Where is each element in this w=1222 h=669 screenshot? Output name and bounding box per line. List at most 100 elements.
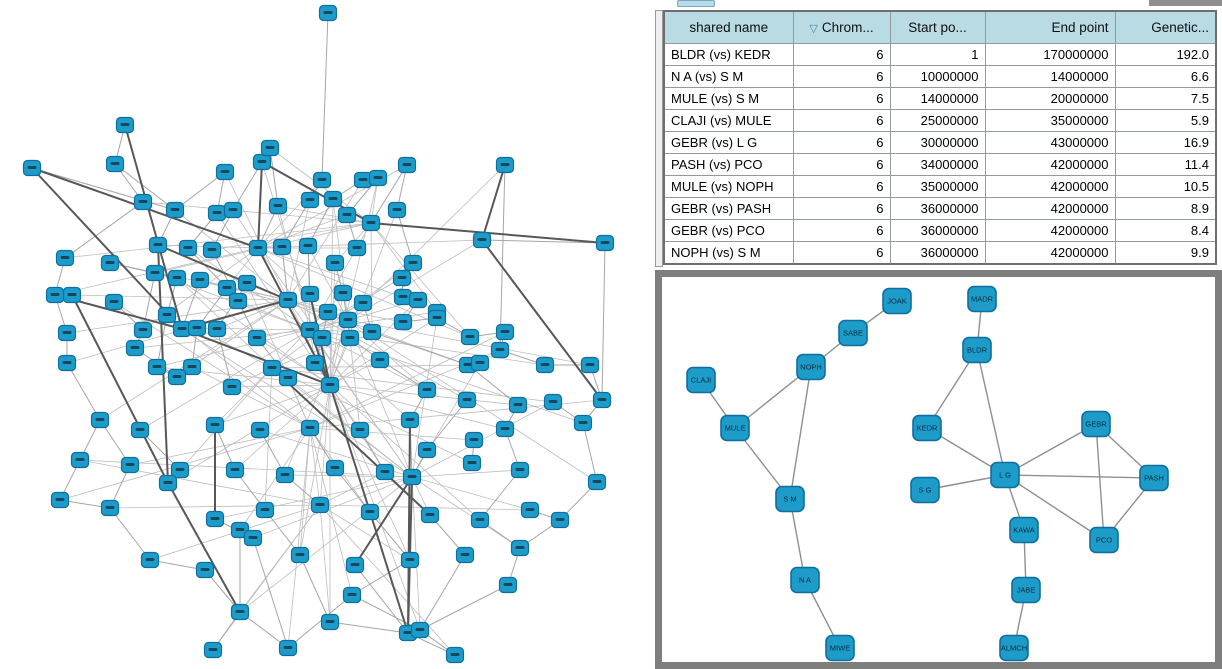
table-cell[interactable]: GEBR (vs) PCO [663,219,794,242]
table-row[interactable]: GEBR (vs) L G 6 30000000 43000000 16.9 [663,131,1217,154]
table-cell[interactable]: 6.6 [1114,65,1217,88]
graph-node-l-g[interactable] [990,461,1020,489]
table-cell[interactable]: 6 [792,197,891,220]
column-header-start-position[interactable]: Start po... [889,10,986,44]
table-cell[interactable]: 16.9 [1114,131,1217,154]
horizontal-scrollbar[interactable] [655,0,1222,7]
table-row[interactable]: PASH (vs) PCO 6 34000000 42000000 11.4 [663,153,1217,176]
table-cell[interactable]: BLDR (vs) KEDR [663,43,794,66]
table-cell[interactable]: 192.0 [1114,43,1217,66]
table-cell[interactable]: 6 [792,153,891,176]
table-cell[interactable]: 6 [792,131,891,154]
column-label: Chrom... [821,20,874,35]
table-row[interactable]: MULE (vs) NOPH 6 35000000 42000000 10.5 [663,175,1217,198]
column-header-end-point[interactable]: End point [984,10,1116,44]
network-edge [31,167,183,330]
table-cell[interactable]: 9.9 [1114,241,1217,265]
graph-node-joak[interactable] [882,287,912,315]
table-cell[interactable]: 30000000 [889,131,986,154]
node-label [352,246,362,249]
graph-node-noph[interactable] [796,353,826,381]
sub-network-canvas[interactable]: JOAK MADR SABE NOPH BLDR CLAJI MULE KEDR GEBR L G… [662,277,1215,662]
table-cell[interactable]: 14000000 [984,65,1116,88]
table-cell[interactable]: 35000000 [984,109,1116,132]
table-cell[interactable]: 35000000 [889,175,986,198]
table-cell[interactable]: 8.4 [1114,219,1217,242]
table-cell[interactable]: 6 [792,175,891,198]
table-cell[interactable]: 5.9 [1114,109,1217,132]
graph-node-s-m[interactable] [775,485,805,513]
table-row[interactable]: BLDR (vs) KEDR 6 1 170000000 192.0 [663,43,1217,66]
table-cell[interactable]: 8.9 [1114,197,1217,220]
graph-node-kawa[interactable] [1009,516,1039,544]
graph-node-bldr[interactable] [962,336,992,364]
column-header-shared-name[interactable]: shared name [663,10,794,44]
table-row[interactable]: GEBR (vs) PASH 6 36000000 42000000 8.9 [663,197,1217,220]
network-edge [411,476,531,511]
table-cell[interactable]: 43000000 [984,131,1116,154]
graph-node-claji[interactable] [686,366,716,394]
filter-funnel-icon[interactable]: ▽ [809,23,818,35]
table-row[interactable]: MULE (vs) S M 6 14000000 20000000 7.5 [663,87,1217,110]
table-cell[interactable]: 42000000 [984,219,1116,242]
graph-node-almch[interactable] [999,634,1029,662]
table-cell[interactable]: 36000000 [889,219,986,242]
table-cell[interactable]: 10.5 [1114,175,1217,198]
table-cell[interactable]: 6 [792,109,891,132]
table-cell[interactable]: 36000000 [889,241,986,265]
table-cell[interactable]: 6 [792,65,891,88]
graph-node-gebr[interactable] [1081,410,1111,438]
table-cell[interactable]: 170000000 [984,43,1116,66]
table-cell[interactable]: 36000000 [889,197,986,220]
table-cell[interactable]: GEBR (vs) L G [663,131,794,154]
table-cell[interactable]: MULE (vs) S M [663,87,794,110]
graph-node-madr[interactable] [967,285,997,313]
large-network-canvas[interactable] [0,0,650,669]
graph-node-pco[interactable] [1089,526,1119,554]
graph-node-jabe[interactable] [1011,576,1041,604]
table-cell[interactable]: 20000000 [984,87,1116,110]
node-label [283,376,293,379]
graph-node-miwe[interactable] [825,634,855,662]
table-cell[interactable]: 14000000 [889,87,986,110]
table-cell[interactable]: NOPH (vs) S M [663,241,794,265]
scrollbar-thumb[interactable] [677,0,715,7]
table-cell[interactable]: 42000000 [984,175,1116,198]
table-cell[interactable]: 42000000 [984,153,1116,176]
graph-node-pash[interactable] [1139,464,1169,492]
table-cell[interactable]: 7.5 [1114,87,1217,110]
node-label [515,468,525,471]
table-cell[interactable]: 42000000 [984,241,1116,265]
graph-node-kedr[interactable] [912,414,942,442]
table-row[interactable]: NOPH (vs) S M 6 36000000 42000000 9.9 [663,241,1217,265]
graph-node-n-a[interactable] [790,566,820,594]
table-cell[interactable]: MULE (vs) NOPH [663,175,794,198]
table-row[interactable]: CLAJI (vs) MULE 6 25000000 35000000 5.9 [663,109,1217,132]
node-label [233,299,243,302]
table-cell[interactable]: 6 [792,219,891,242]
table-row[interactable]: N A (vs) S M 6 10000000 14000000 6.6 [663,65,1217,88]
vertical-scrollbar[interactable] [655,10,663,267]
table-cell[interactable]: N A (vs) S M [663,65,794,88]
table-cell[interactable]: 34000000 [889,153,986,176]
table-cell[interactable]: GEBR (vs) PASH [663,197,794,220]
table-cell[interactable]: 10000000 [889,65,986,88]
table-cell[interactable]: 6 [792,87,891,110]
table-cell[interactable]: 42000000 [984,197,1116,220]
column-header-genetic[interactable]: Genetic... [1114,10,1217,44]
table-cell[interactable]: 6 [792,43,891,66]
network-edge [309,427,321,506]
graph-node-s-g[interactable] [910,476,940,504]
table-cell[interactable]: 11.4 [1114,153,1217,176]
table-row[interactable]: GEBR (vs) PCO 6 36000000 42000000 8.4 [663,219,1217,242]
table-cell[interactable]: 25000000 [889,109,986,132]
node-label [325,383,335,386]
graph-node-sabe[interactable] [838,319,868,347]
table-cell[interactable]: 1 [889,43,986,66]
table-cell[interactable]: 6 [792,241,891,265]
graph-node-mule[interactable] [720,414,750,442]
node-label [255,428,265,431]
table-cell[interactable]: PASH (vs) PCO [663,153,794,176]
table-cell[interactable]: CLAJI (vs) MULE [663,109,794,132]
column-header-chromosome[interactable]: ▽ Chrom... [792,10,891,44]
